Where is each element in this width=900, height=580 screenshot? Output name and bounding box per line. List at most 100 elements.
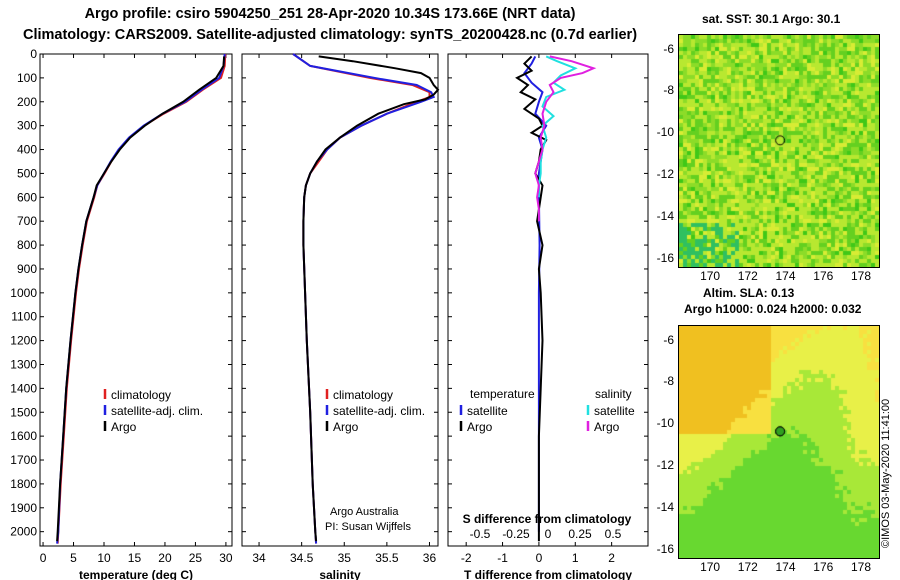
x-tick-label: 25	[189, 551, 203, 565]
y-tick-label: 1600	[10, 429, 37, 443]
y-tick-label: 1700	[10, 453, 37, 467]
x-tick-label: 35	[338, 551, 352, 565]
top-axis-label: S difference from climatology	[463, 512, 632, 526]
y-tick-label: 1800	[10, 477, 37, 491]
map-y-tick-label: -6	[663, 332, 674, 347]
sla-map-title-2: Argo h1000: 0.024 h2000: 0.032	[684, 302, 862, 316]
map-y-tick-label: -10	[656, 416, 674, 431]
y-tick-label: 1000	[10, 286, 37, 300]
map-x-tick-label: 176	[813, 269, 834, 283]
salinity-diff-tick-label: -0.5	[470, 527, 491, 541]
legend-label: Argo	[594, 420, 620, 434]
legend-label: satellite-adj. clim.	[111, 404, 203, 418]
series-line-argo	[56, 56, 226, 542]
annotation-line-1: Argo Australia	[330, 506, 399, 518]
legend-title-salinity: salinity	[595, 387, 632, 401]
annotation-line-2: PI: Susan Wijffels	[325, 521, 411, 533]
salinity-diff-tick-label: -0.25	[502, 527, 530, 541]
map-x-tick-label: 170	[700, 560, 721, 574]
x-axis-label: T difference from climatology	[464, 568, 632, 580]
y-tick-label: 1400	[10, 381, 37, 395]
map-y-tick-label: -14	[656, 208, 674, 223]
x-tick-label: -1	[497, 551, 508, 565]
imos-stamp: ©IMOS 03-May-2020 11:41:00	[880, 398, 892, 548]
map-y-tick-label: -16	[656, 541, 674, 556]
map-x-tick-label: 178	[850, 560, 872, 574]
y-tick-label: 0	[30, 47, 37, 61]
x-tick-label: 0	[40, 551, 47, 565]
legend-label: Argo	[111, 420, 137, 434]
map-x-tick-label: 176	[813, 560, 834, 574]
x-tick-label: 36	[423, 551, 437, 565]
y-tick-label: 100	[17, 71, 37, 85]
x-tick-label: 1	[572, 551, 579, 565]
y-tick-label: 1100	[11, 310, 37, 324]
map-y-tick-label: -14	[656, 499, 674, 514]
x-tick-label: 34	[252, 551, 266, 565]
sst-map	[678, 34, 880, 268]
title-line-1: Argo profile: csiro 5904250_251 28-Apr-2…	[84, 6, 576, 22]
series-line-climatology	[292, 53, 431, 544]
panel-frame-1	[241, 53, 439, 547]
series-line-s-satellite	[537, 55, 578, 198]
x-tick-label: -2	[461, 551, 472, 565]
salinity-diff-tick-label: 0	[545, 527, 552, 541]
series-line-t-argo	[515, 55, 548, 542]
title-line-2: Climatology: CARS2009. Satellite-adjuste…	[22, 27, 638, 43]
y-tick-label: 800	[17, 238, 37, 252]
map-y-tick-label: -10	[656, 125, 674, 140]
map-y-tick-label: -8	[663, 83, 674, 98]
legend-title-temperature: temperature	[470, 387, 535, 401]
y-tick-label: 400	[17, 143, 37, 157]
map-y-tick-label: -12	[656, 167, 674, 181]
legend-label: climatology	[333, 388, 393, 402]
series-line-argo	[302, 55, 440, 542]
panel-frame-2	[447, 53, 649, 547]
y-tick-label: 1500	[10, 405, 37, 419]
salinity-diff-tick-label: 0.5	[605, 527, 622, 541]
series-line-satellite-adj--clim-	[292, 53, 436, 544]
legend-label: satellite-adj. clim.	[333, 404, 425, 418]
y-tick-label: 2000	[10, 525, 37, 539]
x-tick-label: 15	[128, 551, 142, 565]
sla-map-title-1: Altim. SLA: 0.13	[703, 286, 795, 300]
y-tick-label: 1300	[10, 357, 37, 371]
salinity-diff-tick-label: 0.25	[568, 527, 592, 541]
y-tick-label: 600	[17, 190, 37, 204]
x-tick-label: 35.5	[375, 551, 399, 565]
legend-label: Argo	[467, 420, 493, 434]
legend-label: satellite	[594, 404, 635, 418]
map-y-tick-label: -12	[656, 458, 674, 472]
y-tick-label: 300	[17, 119, 37, 133]
sst-map-title: sat. SST: 30.1 Argo: 30.1	[702, 12, 841, 26]
x-tick-label: 10	[97, 551, 111, 565]
x-tick-label: 34.5	[290, 551, 314, 565]
x-tick-label: 30	[219, 551, 233, 565]
x-axis-label: salinity	[319, 568, 361, 580]
y-tick-label: 900	[17, 262, 37, 276]
map-x-tick-label: 170	[700, 269, 721, 283]
y-tick-label: 700	[17, 214, 37, 228]
legend-label: Argo	[333, 420, 359, 434]
y-tick-label: 500	[17, 166, 37, 180]
legend-label: climatology	[111, 388, 171, 402]
x-axis-label: temperature (deg C)	[79, 568, 193, 580]
y-tick-label: 200	[17, 95, 37, 109]
series-line-s-argo	[534, 55, 597, 222]
map-x-tick-label: 174	[775, 269, 796, 283]
x-tick-label: 5	[70, 551, 77, 565]
series-line-satellite-adj--clim-	[56, 53, 226, 544]
panel-frame-0	[39, 53, 233, 547]
y-tick-label: 1900	[10, 501, 37, 515]
y-tick-label: 1200	[10, 334, 37, 348]
map-x-tick-label: 172	[737, 560, 758, 574]
x-tick-label: 0	[536, 551, 543, 565]
map-x-tick-label: 172	[737, 269, 758, 283]
sla-map	[678, 325, 880, 559]
map-y-tick-label: -16	[656, 250, 674, 265]
sla-map-image	[679, 326, 879, 558]
map-y-tick-label: -8	[663, 374, 674, 389]
legend-label: satellite	[467, 404, 508, 418]
x-tick-label: 2	[608, 551, 615, 565]
